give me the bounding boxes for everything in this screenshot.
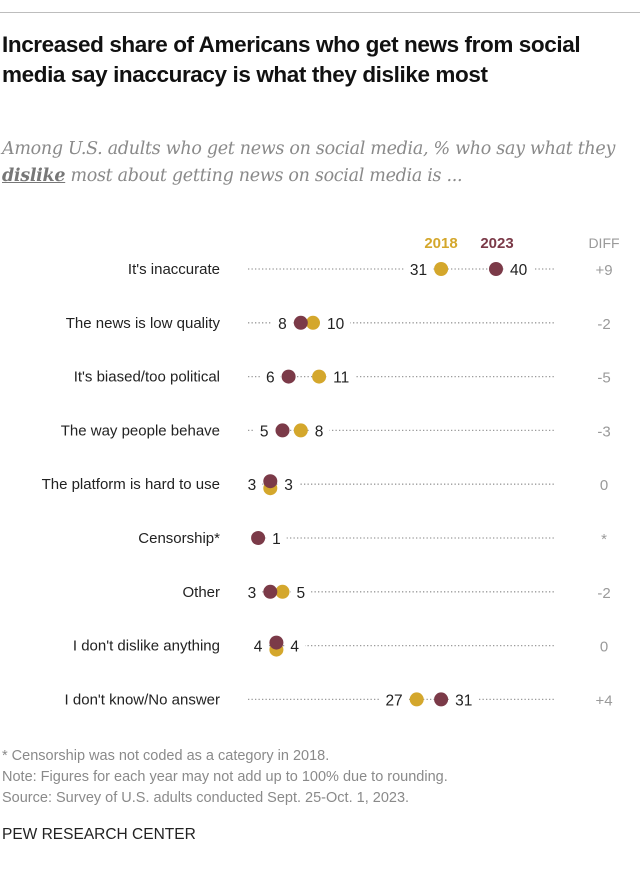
diff-value: -5 — [597, 370, 610, 387]
label-gap — [260, 366, 281, 387]
label-gap — [308, 420, 330, 441]
label-gap — [327, 366, 357, 387]
diff-value: -2 — [597, 316, 610, 333]
value-label-2018: 11 — [333, 370, 349, 387]
label-gap — [266, 528, 287, 548]
category-label: The news is low quality — [66, 315, 221, 332]
category-label: It's inaccurate — [128, 261, 220, 278]
value-label-2023: 1 — [272, 531, 281, 548]
dot-2023 — [269, 635, 284, 650]
dot-2018 — [409, 692, 424, 707]
label-gap — [247, 635, 269, 656]
label-gap — [253, 420, 275, 441]
dot-2023 — [251, 531, 266, 545]
dot-2018 — [312, 369, 327, 384]
dot-2018 — [275, 584, 290, 599]
label-gap — [379, 689, 409, 710]
dot-2018 — [434, 262, 449, 276]
category-label: I don't know/No answer — [65, 691, 220, 708]
diff-value: 0 — [600, 477, 608, 494]
diff-value: +4 — [595, 692, 612, 709]
value-label-2023: 3 — [248, 477, 257, 494]
label-gap — [321, 312, 351, 333]
label-gap — [246, 535, 253, 541]
value-label-2023: 5 — [260, 423, 269, 440]
value-label-2018: 31 — [410, 262, 427, 279]
value-label-2023: 6 — [266, 370, 275, 387]
dot-2018 — [293, 423, 308, 438]
value-label-2018: 8 — [315, 423, 324, 440]
category-label: Other — [182, 584, 220, 601]
brand-logo-text: PEW RESEARCH CENTER — [2, 826, 196, 843]
value-label-2023: 3 — [248, 585, 257, 602]
diff-value: +9 — [595, 262, 612, 279]
label-gap — [284, 635, 305, 656]
diff-value: * — [601, 531, 607, 548]
label-gap — [241, 581, 263, 602]
category-label: The way people behave — [61, 422, 220, 439]
subtitle-emphasis: dislike — [2, 166, 66, 186]
label-gap — [278, 474, 299, 495]
diff-value: -3 — [597, 423, 610, 440]
chart-subtitle: Among U.S. adults who get news on social… — [2, 136, 640, 190]
value-label-2018: 4 — [290, 639, 299, 656]
diff-value: -2 — [597, 585, 610, 602]
dot-2023 — [293, 315, 308, 330]
label-gap — [403, 259, 434, 279]
footnote-censorship: * Censorship was not coded as a category… — [2, 748, 330, 764]
dot-2023 — [281, 369, 296, 384]
value-label-2023: 40 — [510, 262, 528, 279]
dot-2023 — [434, 692, 449, 707]
legend-2018: 2018 — [424, 235, 457, 252]
value-label-2018: 5 — [297, 585, 306, 602]
label-gap — [449, 689, 479, 710]
dot-2023 — [263, 474, 278, 489]
category-label: Censorship* — [138, 530, 220, 547]
dot-2018 — [306, 315, 320, 330]
category-label: It's biased/too political — [74, 369, 220, 386]
label-gap — [290, 581, 312, 602]
dot-2023 — [263, 584, 278, 599]
value-label-2018: 3 — [284, 477, 293, 494]
value-label-2023: 4 — [254, 639, 263, 656]
top-rule — [0, 12, 640, 13]
dot-2023 — [489, 262, 503, 276]
dot-2023 — [275, 423, 290, 438]
label-gap — [272, 312, 293, 333]
value-label-2018: 10 — [327, 316, 345, 333]
subtitle-suffix: most about getting news on social media … — [65, 166, 463, 186]
value-label-2018: 27 — [385, 692, 402, 709]
category-label: I don't dislike anything — [73, 638, 220, 655]
category-label: The platform is hard to use — [42, 476, 220, 493]
diff-value: 0 — [600, 639, 608, 656]
footnote-rounding: Note: Figures for each year may not add … — [2, 769, 448, 785]
label-gap — [504, 259, 534, 279]
value-label-2023: 31 — [455, 692, 472, 709]
value-label-2023: 8 — [278, 316, 287, 333]
diff-header: DIFF — [588, 235, 619, 251]
footnote-source: Source: Survey of U.S. adults conducted … — [2, 790, 410, 806]
label-gap — [241, 474, 263, 495]
chart-title: Increased share of Americans who get new… — [2, 32, 581, 87]
subtitle-prefix: Among U.S. adults who get news on social… — [2, 139, 616, 159]
legend-2023: 2023 — [480, 235, 513, 252]
